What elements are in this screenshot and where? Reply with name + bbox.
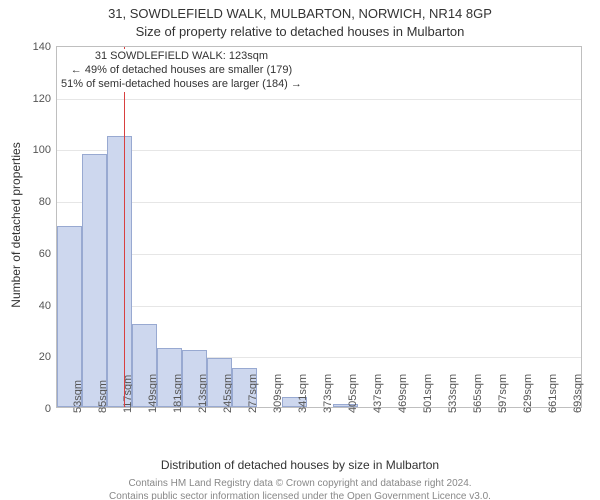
y-tick-label: 40 — [39, 300, 51, 312]
gridline — [57, 202, 581, 203]
x-tick-label: 661sqm — [547, 374, 559, 413]
x-tick-label: 469sqm — [397, 374, 409, 413]
x-tick-label: 341sqm — [297, 374, 309, 413]
chart-title-line1: 31, SOWDLEFIELD WALK, MULBARTON, NORWICH… — [0, 6, 600, 21]
x-tick-label: 533sqm — [447, 374, 459, 413]
x-tick-label: 565sqm — [472, 374, 484, 413]
x-tick-label: 437sqm — [372, 374, 384, 413]
property-marker-line — [124, 47, 125, 407]
x-tick-label: 597sqm — [497, 374, 509, 413]
x-tick-label: 373sqm — [322, 374, 334, 413]
y-tick-label: 0 — [45, 403, 51, 415]
y-tick-label: 100 — [33, 144, 51, 156]
x-tick-label: 277sqm — [247, 374, 259, 413]
gridline — [57, 99, 581, 100]
x-tick-label: 501sqm — [422, 374, 434, 413]
x-tick-label: 309sqm — [272, 374, 284, 413]
histogram-bar — [82, 154, 107, 407]
footer-line2: Contains public sector information licen… — [0, 491, 600, 500]
gridline — [57, 150, 581, 151]
x-tick-label: 693sqm — [572, 374, 584, 413]
annotation-line: ← 49% of detached houses are smaller (17… — [61, 64, 302, 78]
gridline — [57, 306, 581, 307]
histogram-chart: 31, SOWDLEFIELD WALK, MULBARTON, NORWICH… — [0, 0, 600, 500]
x-tick-label: 405sqm — [347, 374, 359, 413]
annotation-line: 51% of semi-detached houses are larger (… — [61, 78, 302, 92]
plot-area: 02040608010012014053sqm85sqm117sqm149sqm… — [56, 46, 582, 408]
x-axis-label: Distribution of detached houses by size … — [0, 458, 600, 472]
annotation-line: 31 SOWDLEFIELD WALK: 123sqm — [61, 50, 302, 64]
y-tick-label: 20 — [39, 351, 51, 363]
y-axis-label: Number of detached properties — [9, 44, 23, 406]
footer-line1: Contains HM Land Registry data © Crown c… — [0, 478, 600, 489]
histogram-bar — [107, 136, 132, 408]
x-tick-label: 629sqm — [522, 374, 534, 413]
y-tick-label: 120 — [33, 93, 51, 105]
y-tick-label: 80 — [39, 196, 51, 208]
y-tick-label: 60 — [39, 248, 51, 260]
chart-title-line2: Size of property relative to detached ho… — [0, 24, 600, 39]
y-tick-label: 140 — [33, 41, 51, 53]
annotation-box: 31 SOWDLEFIELD WALK: 123sqm← 49% of deta… — [59, 49, 304, 92]
gridline — [57, 254, 581, 255]
